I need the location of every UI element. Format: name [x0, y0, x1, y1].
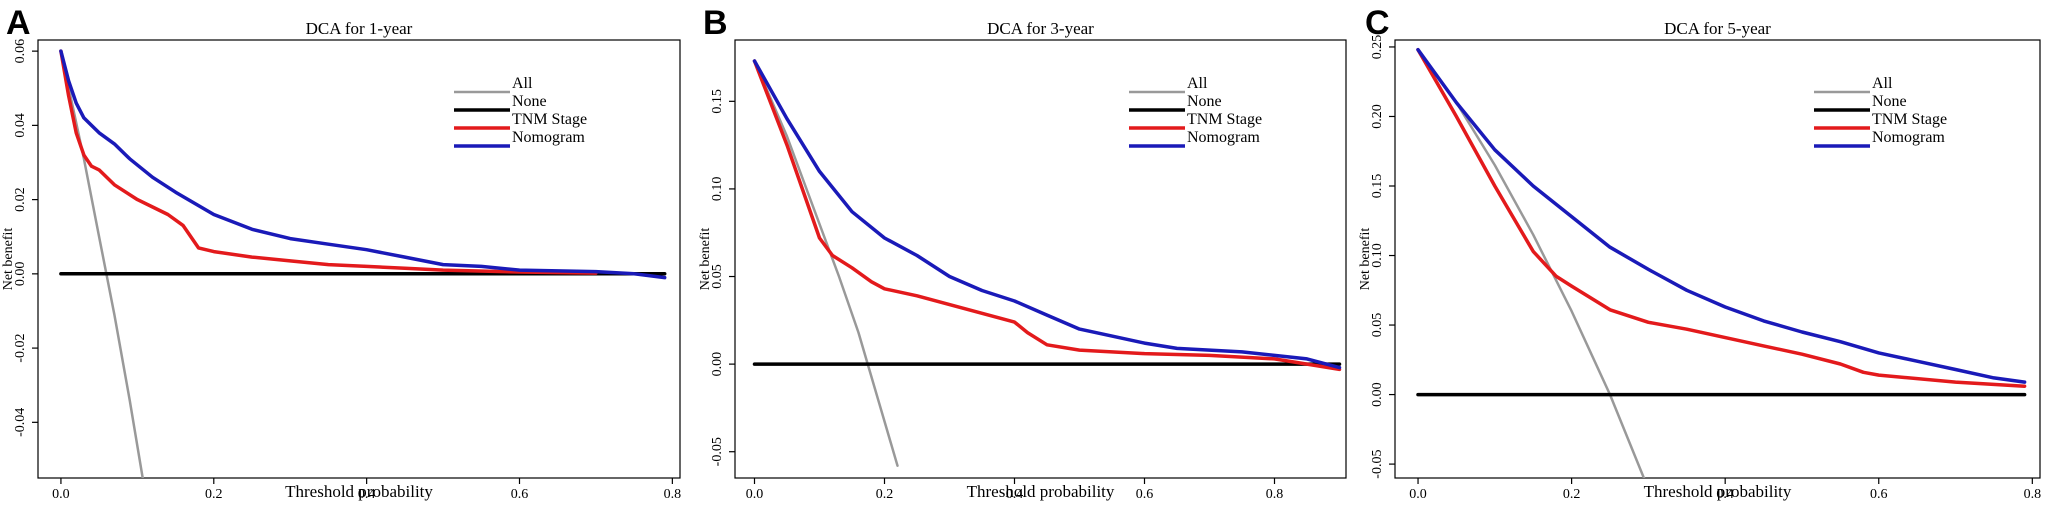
- x-tick-label: 0.0: [746, 487, 764, 502]
- panel-a: A DCA for 1-year 0.0 0.2 0.4 0.6 0.8 -0.04 -0.0…: [1, 4, 681, 502]
- x-tick-label: 0.0: [1409, 487, 1427, 502]
- x-tick-label: 0.2: [1563, 487, 1581, 502]
- series-line-tnm-stage: [752, 59, 1342, 372]
- y-tick-label: 0.04: [13, 113, 28, 138]
- y-tick-label: 0.00: [13, 262, 28, 287]
- legend-label-all: All: [1187, 75, 1208, 92]
- legend-label-nomogram: Nomogram: [512, 129, 585, 146]
- x-axis-label: Threshold probability: [1644, 482, 1792, 501]
- x-tick-label: 0.6: [1870, 487, 1888, 502]
- y-tick-label: -0.04: [13, 408, 28, 437]
- x-tick-label: 0.8: [2024, 487, 2042, 502]
- y-axis-label: Net benefit: [1358, 228, 1373, 291]
- chart-panel-a: DCA for 1-year 0.0 0.2 0.4 0.6 0.8 -0.04 -0.02 0…: [1, 19, 681, 502]
- x-tick-label: 0.2: [876, 487, 894, 502]
- y-tick-label: 0.25: [1370, 35, 1385, 60]
- y-tick-label: 0.15: [710, 89, 725, 114]
- y-tick-label: 0.20: [1370, 104, 1385, 129]
- panel-letter-c: C: [1365, 4, 1390, 42]
- series-group: [752, 59, 1342, 467]
- x-axis-label: Threshold probability: [285, 482, 433, 501]
- y-tick-label: 0.02: [13, 187, 28, 212]
- panel-letter-b: B: [703, 4, 728, 42]
- series-line-tnm-stage: [59, 49, 598, 275]
- legend-label-tnm-stage: TNM Stage: [512, 111, 587, 128]
- chart-title: DCA for 5-year: [1664, 19, 1771, 38]
- chart-title: DCA for 1-year: [306, 19, 413, 38]
- plot-frame: [37, 39, 681, 479]
- chart-panel-c: DCA for 5-year 0.0 0.2 0.4 0.6 0.8 -0.05 0.00 0.…: [1358, 19, 2041, 502]
- series-line-tnm-stage: [1416, 47, 2027, 388]
- panel-letter-a: A: [6, 4, 31, 42]
- y-tick-label: 0.06: [13, 39, 28, 64]
- panel-c: C DCA for 5-year 0.0 0.2 0.4 0.6 0.8 -0.05 0.00…: [1358, 4, 2041, 502]
- legend-label-none: None: [1872, 93, 1907, 110]
- chart-panel-b: DCA for 3-year 0.0 0.2 0.4 0.6 0.8 -0.05 0.00 0.…: [698, 19, 1347, 502]
- x-tick-label: 0.8: [1266, 487, 1284, 502]
- x-tick-label: 0.8: [664, 487, 682, 502]
- legend-label-nomogram: Nomogram: [1872, 129, 1945, 146]
- series-line-nomogram: [1416, 47, 2027, 384]
- x-tick-label: 0.6: [511, 487, 529, 502]
- legend-label-all: All: [1872, 75, 1893, 92]
- x-tick-label: 0.4: [1716, 487, 1734, 502]
- series-group: [1416, 47, 2027, 478]
- legend-label-tnm-stage: TNM Stage: [1872, 111, 1947, 128]
- legend-label-none: None: [512, 93, 547, 110]
- y-tick-label: 0.10: [710, 177, 725, 202]
- y-tick-label: 0.00: [1370, 382, 1385, 407]
- legend-label-tnm-stage: TNM Stage: [1187, 111, 1262, 128]
- legend-label-all: All: [512, 75, 533, 92]
- x-tick-label: 0.4: [1006, 487, 1024, 502]
- y-tick-label: 0.00: [710, 352, 725, 377]
- series-line-nomogram: [752, 59, 1342, 370]
- x-tick-label: 0.2: [205, 487, 223, 502]
- y-tick-label: 0.05: [710, 264, 725, 289]
- panel-b: B DCA for 3-year 0.0 0.2 0.4 0.6 0.8 -0.05 0.00…: [698, 4, 1347, 502]
- y-tick-label: -0.05: [1370, 450, 1385, 479]
- y-tick-label: -0.05: [710, 437, 725, 466]
- y-tick-label: 0.15: [1370, 174, 1385, 199]
- y-tick-label: 0.05: [1370, 313, 1385, 338]
- series-line-all: [1416, 48, 1646, 478]
- x-tick-label: 0.0: [52, 487, 70, 502]
- x-axis-label: Threshold probability: [967, 482, 1115, 501]
- x-tick-label: 0.4: [358, 487, 376, 502]
- series-line-all: [753, 59, 899, 467]
- series-group: [59, 49, 667, 478]
- y-axis-label: Net benefit: [1, 228, 16, 291]
- y-tick-label: -0.02: [13, 333, 28, 362]
- y-tick-label: 0.10: [1370, 243, 1385, 268]
- legend-label-none: None: [1187, 93, 1222, 110]
- plot-frame: [1394, 39, 2041, 479]
- y-axis-label: Net benefit: [698, 228, 713, 291]
- legend-label-nomogram: Nomogram: [1187, 129, 1260, 146]
- x-tick-label: 0.6: [1136, 487, 1154, 502]
- series-line-nomogram: [59, 49, 667, 280]
- chart-title: DCA for 3-year: [987, 19, 1094, 38]
- plot-frame: [734, 39, 1347, 479]
